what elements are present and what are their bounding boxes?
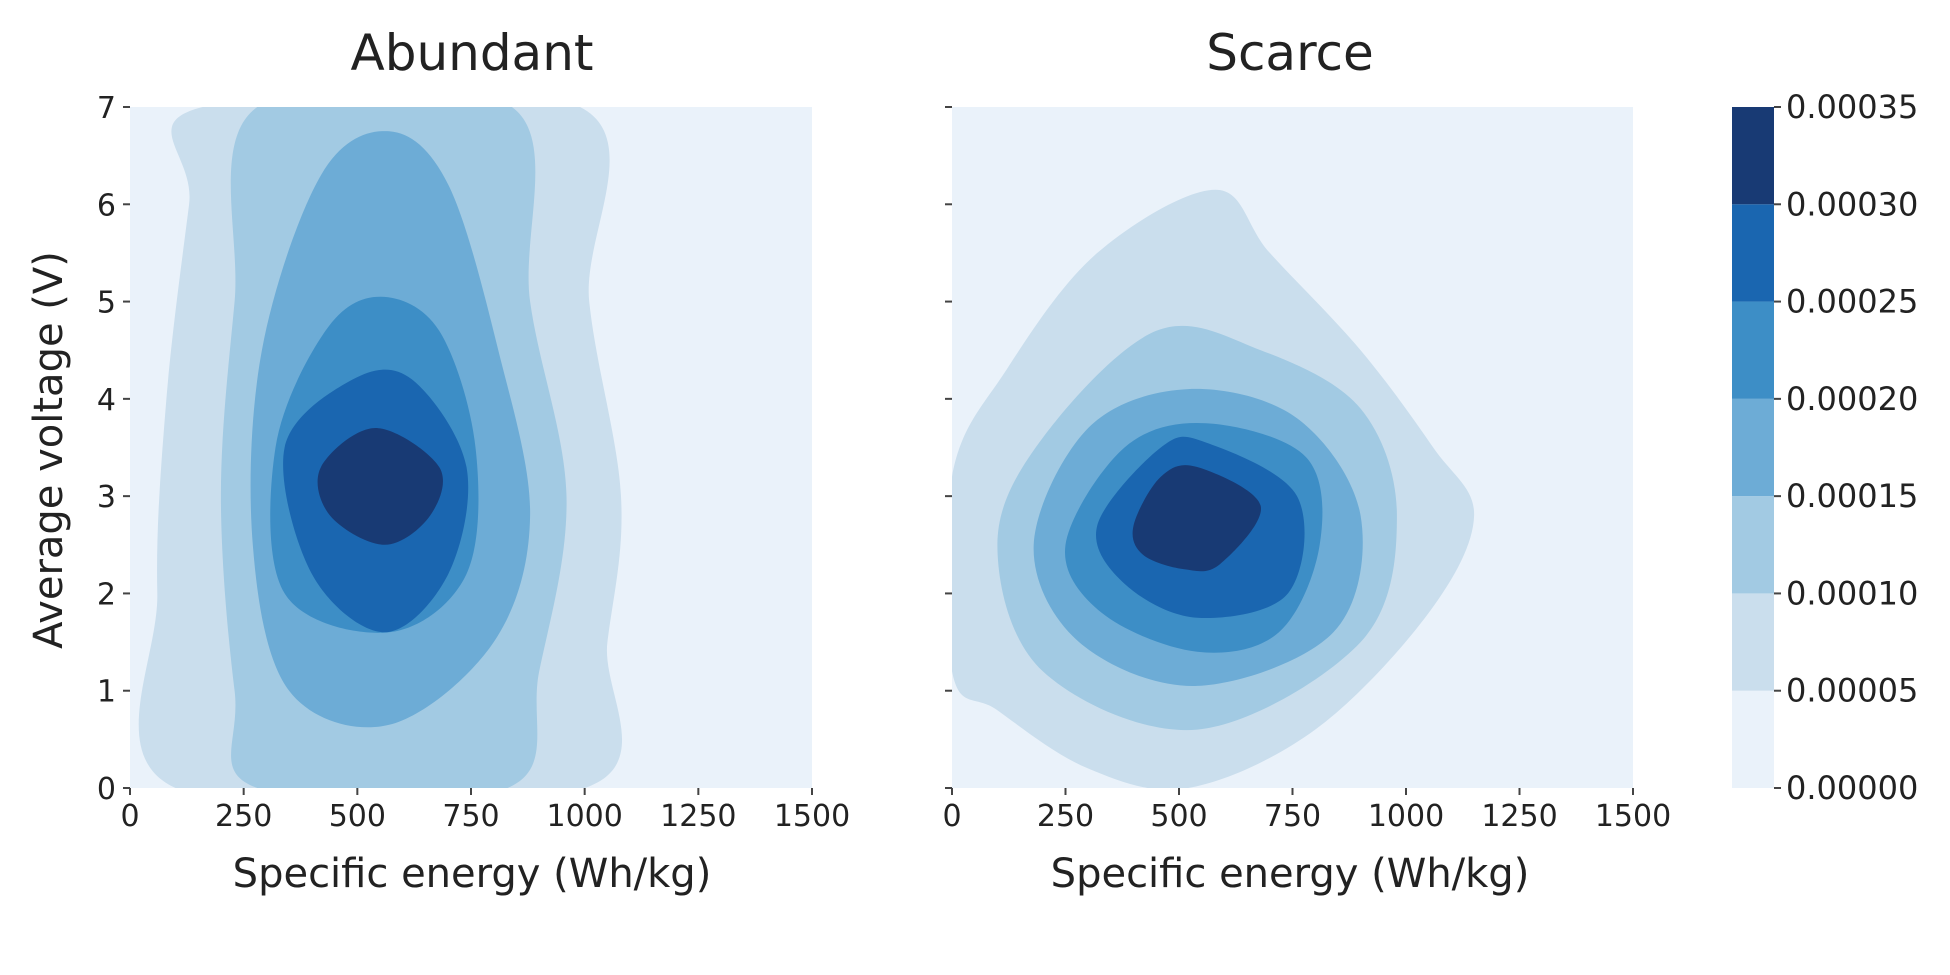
y-axis-label: Average voltage (V)	[26, 251, 72, 649]
colorbar-tick-label: 0.00030	[1786, 185, 1918, 223]
plot-area-scarce	[952, 107, 1633, 788]
colorbar-band	[1732, 204, 1774, 302]
plot-area-abundant	[130, 107, 812, 788]
colorbar-band	[1732, 398, 1774, 497]
colorbar-tick-label: 0.00005	[1786, 672, 1918, 710]
colorbar-band	[1732, 107, 1774, 205]
y-tick-label: 4	[97, 383, 116, 418]
x-axis-label-abundant: Specific energy (Wh/kg)	[233, 851, 712, 897]
y-tick-label: 1	[97, 675, 116, 710]
colorbar-band	[1732, 496, 1774, 594]
colorbar-band	[1732, 690, 1774, 788]
x-tick-label: 750	[442, 799, 499, 834]
colorbar-tick-label: 0.00020	[1786, 380, 1918, 418]
density-contour-level-6	[317, 428, 443, 545]
colorbar-band	[1732, 301, 1774, 399]
colorbar-band	[1732, 593, 1774, 691]
y-ticks-abundant: 0 1 2 3 4 5 6 7	[97, 91, 130, 807]
y-tick-label: 7	[97, 91, 116, 126]
colorbar-tick-label: 0.00015	[1786, 477, 1918, 515]
colorbar-bands	[1732, 107, 1774, 788]
y-tick-label: 0	[97, 772, 116, 807]
colorbar-tick-label: 0.00025	[1786, 283, 1918, 321]
x-tick-label: 1500	[774, 799, 850, 834]
x-tick-label: 1000	[546, 799, 622, 834]
x-tick-label: 0	[120, 799, 139, 834]
x-tick-label: 750	[1264, 799, 1321, 834]
y-ticks-scarce	[945, 106, 952, 789]
x-tick-label: 1500	[1595, 799, 1671, 834]
y-tick-label: 5	[97, 286, 116, 321]
y-tick-label: 2	[97, 577, 116, 612]
x-tick-label: 250	[1037, 799, 1094, 834]
x-tick-label: 1250	[1481, 799, 1557, 834]
panel-title-abundant: Abundant	[351, 24, 594, 82]
colorbar-tick-label: 0.00010	[1786, 574, 1918, 612]
y-tick-label: 6	[97, 188, 116, 223]
panel-title-scarce: Scarce	[1206, 24, 1374, 82]
density-contour-level-6	[1132, 465, 1262, 572]
x-tick-label: 500	[1150, 799, 1207, 834]
colorbar-tick-label: 0.00035	[1786, 88, 1918, 126]
x-tick-label: 1000	[1368, 799, 1444, 834]
x-tick-label: 500	[329, 799, 386, 834]
x-axis-label-scarce: Specific energy (Wh/kg)	[1051, 851, 1530, 897]
x-tick-label: 1250	[660, 799, 736, 834]
x-tick-label: 0	[942, 799, 961, 834]
colorbar-ticks: 0.00000 0.00005 0.00010 0.00015 0.00020 0.000…	[1774, 88, 1918, 807]
x-ticks-scarce: 0 250 500 750 1000 1250 1500	[942, 788, 1671, 834]
x-tick-label: 250	[215, 799, 272, 834]
colorbar: 0.00000 0.00005 0.00010 0.00015 0.00020 0.000…	[1732, 88, 1918, 807]
x-ticks-abundant: 0 250 500 750 1000 1250 1500	[120, 788, 850, 834]
colorbar-tick-label: 0.00000	[1786, 769, 1918, 807]
panel-abundant: Abundant Specific energy (Wh/kg) Average…	[26, 24, 850, 897]
panel-scarce: Scarce Specific energy (Wh/kg) 0 250 500 75…	[942, 24, 1671, 897]
y-tick-label: 3	[97, 480, 116, 515]
